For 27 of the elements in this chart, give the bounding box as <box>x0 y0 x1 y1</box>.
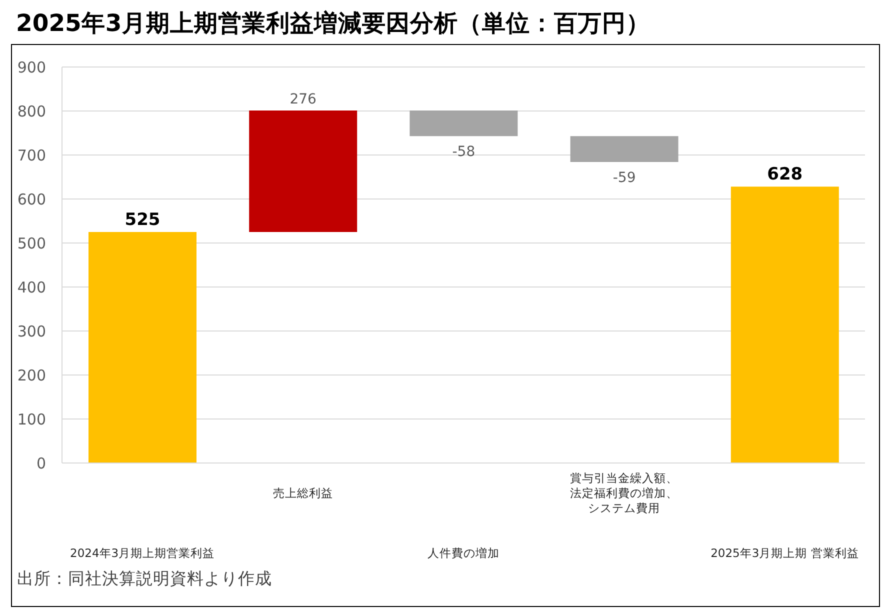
data-label: -58 <box>452 144 476 160</box>
bar <box>249 110 358 232</box>
data-label: 276 <box>290 92 317 108</box>
bar <box>410 110 518 136</box>
x-tick-label: 人件費の増加 <box>428 546 500 560</box>
y-tick-label: 800 <box>17 102 46 120</box>
y-tick-label: 700 <box>17 146 46 164</box>
data-label: 525 <box>124 210 160 230</box>
bar <box>88 232 196 463</box>
y-tick-label: 600 <box>17 190 46 208</box>
y-tick-label: 900 <box>17 58 46 76</box>
data-label: 628 <box>767 164 803 185</box>
x-tick-label: 2025年3月期上期 営業利益 <box>710 546 859 560</box>
y-tick-label: 100 <box>17 410 46 428</box>
x-tick-label: 売上総利益 <box>272 486 333 500</box>
bar <box>570 136 678 162</box>
y-tick-label: 500 <box>17 234 46 252</box>
y-tick-label: 200 <box>17 366 46 384</box>
x-tick-label: 賞与引当金繰入額、法定福利費の増加、システム費用 <box>570 471 678 515</box>
y-tick-label: 400 <box>17 278 46 296</box>
bar <box>730 186 839 463</box>
y-tick-label: 300 <box>17 322 46 340</box>
data-label: -59 <box>612 170 636 186</box>
text: 出所：同社決算説明資料より作成 <box>17 568 272 590</box>
chart-title: 2025年3月期上期営業利益増減要因分析（単位：百万円） <box>15 8 651 39</box>
x-tick-label: 2024年3月期上期営業利益 <box>70 546 215 560</box>
y-tick-label: 0 <box>36 454 46 472</box>
